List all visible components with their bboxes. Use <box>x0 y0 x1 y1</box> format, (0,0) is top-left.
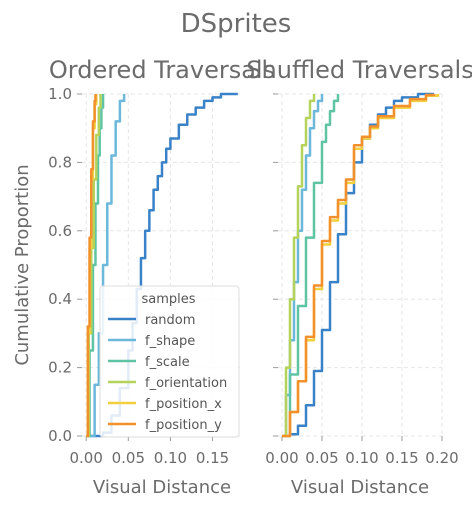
x-tick-label: 0.10 <box>154 449 187 467</box>
panel-2: 0.00 0.05 0.10 0.15 0.20 Shuffled Traversals V… <box>246 56 472 498</box>
x-axis-label: Visual Distance <box>291 477 429 498</box>
x-tick-label: 0.00 <box>70 449 103 467</box>
y-axis-label: Cumulative Proportion <box>12 164 33 365</box>
x-tick-label: 0.05 <box>112 449 145 467</box>
x-tick-label: 0.10 <box>345 449 378 467</box>
panel-title: Shuffled Traversals <box>246 56 472 84</box>
legend-label-f_shape: f_shape <box>145 334 195 349</box>
chart-legend: samples random f_shape f_scale f_orientation… <box>100 286 239 437</box>
x-tick-label: 0.15 <box>385 449 418 467</box>
y-tick-label: 0.0 <box>48 427 72 445</box>
legend-label-random: random <box>145 313 195 328</box>
x-tick-label: 0.05 <box>305 449 338 467</box>
x-axis-label: Visual Distance <box>93 477 231 498</box>
x-tick-label: 0.15 <box>196 449 229 467</box>
y-tick-label: 0.8 <box>48 153 72 171</box>
series-lines <box>282 94 438 436</box>
legend-label-f_position_y: f_position_y <box>145 418 222 433</box>
y-tick-label: 0.2 <box>48 359 72 377</box>
legend-label-f_position_x: f_position_x <box>145 397 222 412</box>
y-tick-label: 0.6 <box>48 222 72 240</box>
legend-label-f_scale: f_scale <box>145 355 190 370</box>
x-tick-label: 0.20 <box>425 449 458 467</box>
y-tick-label: 1.0 <box>48 85 72 103</box>
x-tick-label: 0.00 <box>265 449 298 467</box>
figure-title: DSprites <box>181 9 292 39</box>
legend-label-f_orientation: f_orientation <box>145 376 227 391</box>
panel-title: Ordered Traversals <box>49 56 275 84</box>
y-tick-label: 0.4 <box>48 290 72 308</box>
legend-title: samples <box>141 292 195 307</box>
